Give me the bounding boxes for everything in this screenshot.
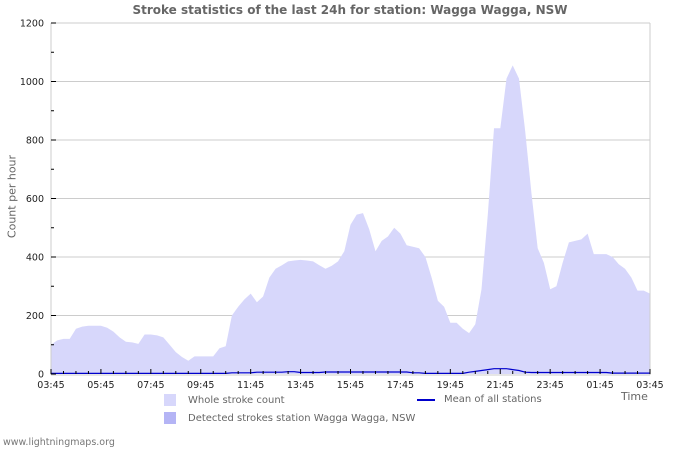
svg-text:07:45: 07:45 xyxy=(137,380,164,391)
svg-text:1200: 1200 xyxy=(20,19,44,30)
legend-item-mean: Mean of all stations xyxy=(417,394,542,405)
svg-text:17:45: 17:45 xyxy=(387,380,414,391)
svg-text:15:45: 15:45 xyxy=(337,380,364,391)
legend-item-whole: Whole stroke count xyxy=(164,394,285,406)
footer-attribution: www.lightningmaps.org xyxy=(3,437,115,448)
svg-text:01:45: 01:45 xyxy=(586,380,613,391)
y-axis-ticks: 0 200 400 600 800 1000 1200 xyxy=(20,19,56,381)
svg-text:200: 200 xyxy=(26,311,44,322)
svg-text:05:45: 05:45 xyxy=(87,380,114,391)
detected-strokes-swatch xyxy=(164,412,176,424)
svg-text:800: 800 xyxy=(26,136,44,147)
svg-text:600: 600 xyxy=(26,194,44,205)
legend-label-mean: Mean of all stations xyxy=(444,394,542,405)
svg-text:13:45: 13:45 xyxy=(287,380,314,391)
legend-label-whole: Whole stroke count xyxy=(188,394,285,406)
svg-text:1000: 1000 xyxy=(20,77,44,88)
legend-item-detected: Detected strokes station Wagga Wagga, NS… xyxy=(164,412,415,424)
svg-text:0: 0 xyxy=(38,370,44,381)
svg-text:03:45: 03:45 xyxy=(37,380,64,391)
chart-title: Stroke statistics of the last 24h for st… xyxy=(132,3,568,17)
x-axis-label: Time xyxy=(621,390,648,403)
x-axis-ticks: 03:45 05:45 07:45 09:45 11:45 13:45 15:45 17:45… xyxy=(37,369,664,391)
svg-text:19:45: 19:45 xyxy=(437,380,464,391)
whole-stroke-area xyxy=(51,65,650,375)
svg-text:23:45: 23:45 xyxy=(536,380,563,391)
svg-text:09:45: 09:45 xyxy=(187,380,214,391)
svg-text:03:45: 03:45 xyxy=(636,380,663,391)
legend-label-detected: Detected strokes station Wagga Wagga, NS… xyxy=(188,412,416,424)
whole-stroke-swatch xyxy=(164,394,176,406)
svg-text:21:45: 21:45 xyxy=(487,380,514,391)
svg-text:400: 400 xyxy=(26,253,44,264)
svg-text:11:45: 11:45 xyxy=(237,380,264,391)
mean-line-swatch xyxy=(417,398,435,401)
